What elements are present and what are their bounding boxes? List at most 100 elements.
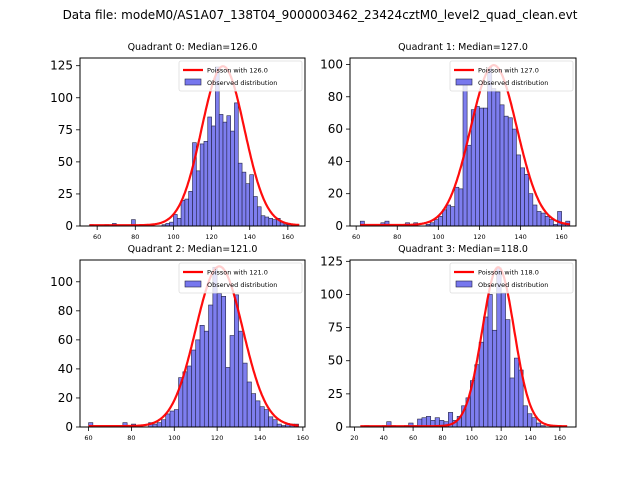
histogram-bar: [495, 91, 501, 227]
histogram-bar: [246, 381, 252, 428]
y-tick-label: 25: [328, 387, 343, 401]
x-tick-label: 80: [438, 434, 446, 442]
subplot-title: Quadrant 2: Median=121.0: [128, 244, 258, 255]
legend-label-poisson: Poisson with 127.0: [478, 67, 539, 75]
histogram-bar: [522, 405, 528, 428]
x-tick-label: 160: [282, 233, 294, 241]
histogram-bar: [161, 419, 167, 428]
histogram-bar: [478, 341, 484, 428]
histogram-bar: [268, 416, 274, 428]
histogram-bar: [272, 419, 278, 428]
histogram-bar: [540, 212, 546, 227]
histogram-bar: [208, 304, 214, 428]
x-tick-label: 160: [555, 233, 567, 241]
histogram-bar: [268, 218, 273, 227]
histogram-bar: [186, 365, 192, 428]
legend-frame: [449, 262, 574, 294]
histogram-bar: [491, 88, 497, 227]
x-tick-label: 160: [554, 434, 566, 442]
legend: Poisson with 127.0 Observed distribution: [449, 60, 574, 92]
axes-frame: [79, 259, 306, 428]
histogram-bar: [207, 116, 212, 227]
x-tick-label: 60: [409, 434, 417, 442]
x-tick-label: 20: [350, 434, 358, 442]
y-tick-label: 125: [50, 59, 73, 73]
legend-bar-swatch: [455, 280, 473, 288]
x-tick-label: 80: [393, 233, 401, 241]
histogram-bar: [438, 216, 443, 227]
histogram-bar: [230, 130, 235, 227]
histogram-bar: [199, 143, 205, 227]
histogram-bar: [446, 204, 451, 227]
axes-frame: [349, 57, 577, 227]
histogram-bar: [180, 200, 186, 227]
histogram-bar: [483, 316, 489, 428]
poisson-curve: [88, 265, 299, 428]
histogram-bar: [512, 128, 517, 227]
histogram-bar: [184, 198, 189, 227]
y-tick-label: 50: [58, 155, 73, 169]
x-tick-label: 100: [466, 434, 478, 442]
histogram-bar: [233, 294, 239, 428]
histogram-bar: [557, 211, 562, 227]
x-tick-label: 120: [473, 233, 485, 241]
y-tick-label: 0: [335, 420, 343, 434]
y-tick-label: 100: [50, 91, 73, 105]
x-tick-label: 120: [205, 233, 217, 241]
histogram-bar: [433, 219, 439, 227]
y-tick-label: 50: [328, 354, 343, 368]
histogram-bar: [173, 214, 178, 227]
histogram-bar: [259, 406, 265, 428]
histogram-bar: [514, 357, 520, 428]
histogram-bar: [241, 171, 247, 227]
y-tick-label: 25: [58, 187, 73, 201]
y-tick-label: 100: [320, 57, 343, 71]
histogram-bar: [458, 188, 464, 227]
x-tick-label: 140: [254, 434, 266, 442]
x-tick-label: 100: [432, 233, 444, 241]
x-tick-label: 100: [167, 233, 179, 241]
y-tick-label: 80: [58, 304, 73, 318]
histogram-bar: [173, 409, 179, 428]
axes-frame: [79, 57, 306, 227]
subplot-quadrant-3: Quadrant 3: Median=118.0 0 25 50 75 100 125 20 4…: [320, 244, 577, 442]
histogram-bar: [531, 417, 537, 428]
histogram-bar: [176, 218, 182, 227]
histogram-bar: [182, 371, 188, 428]
legend-label-observed: Observed distribution: [207, 281, 277, 289]
y-tick-label: 75: [58, 123, 73, 137]
histogram-bar: [257, 206, 262, 227]
histogram-bar: [226, 115, 231, 227]
x-tick-label: 140: [514, 233, 526, 241]
histogram-bar: [237, 162, 243, 227]
legend-label-poisson: Poisson with 118.0: [478, 269, 539, 277]
histogram-bar: [216, 293, 222, 428]
histogram-bar: [238, 330, 244, 428]
histogram-bar: [169, 221, 174, 227]
legend-label-poisson: Poisson with 126.0: [207, 67, 268, 75]
x-tick-label: 80: [131, 233, 139, 241]
histogram-bar: [255, 400, 261, 428]
histogram-bar: [516, 154, 521, 227]
histogram-bar: [242, 362, 248, 428]
y-tick-label: 0: [65, 420, 73, 434]
histogram-bar: [249, 174, 254, 227]
histogram-bar: [195, 339, 201, 428]
subplot-title: Quadrant 3: Median=118.0: [398, 244, 528, 255]
x-tick-label: 40: [380, 434, 388, 442]
histogram-bar: [188, 191, 193, 227]
histogram-bar: [548, 219, 554, 227]
histogram-bar: [532, 204, 538, 227]
x-tick-label: 100: [168, 434, 180, 442]
histogram-bar: [229, 335, 235, 428]
histogram-bar: [507, 117, 513, 227]
legend-frame: [178, 262, 303, 294]
y-tick-label: 60: [328, 122, 343, 136]
histogram-bar: [520, 167, 525, 227]
histogram-bar: [218, 114, 224, 227]
x-tick-label: 120: [495, 434, 507, 442]
y-tick-label: 20: [58, 391, 73, 405]
histogram-bar: [191, 349, 197, 428]
y-tick-label: 125: [320, 254, 343, 268]
histogram-bar: [450, 206, 456, 227]
